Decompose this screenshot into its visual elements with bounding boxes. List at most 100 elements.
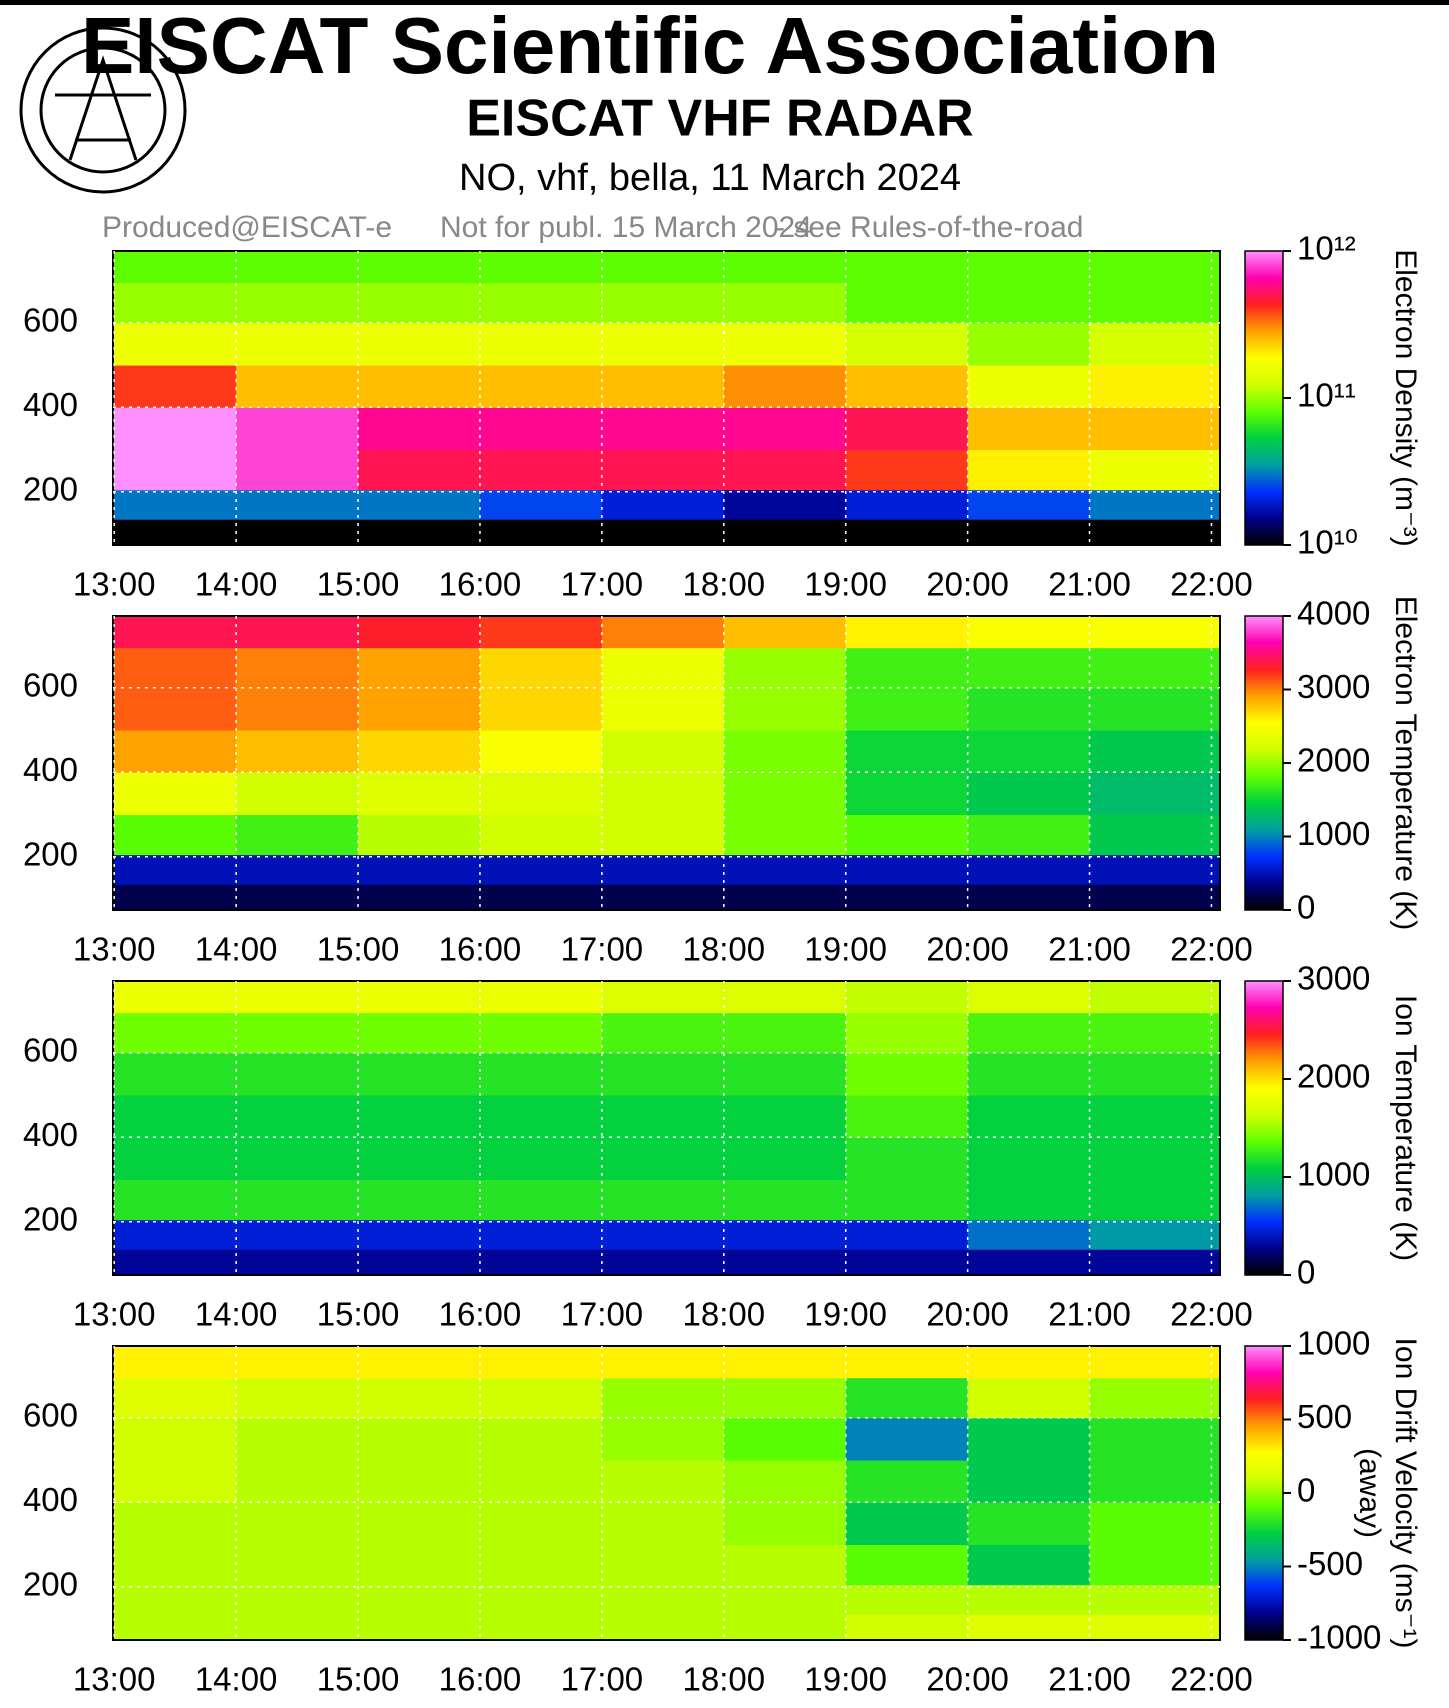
heatmap-cell	[723, 1179, 847, 1221]
heatmap-cell	[113, 1095, 237, 1138]
heatmap-cell	[1089, 251, 1221, 284]
heatmap-cell	[967, 282, 1091, 324]
heatmap-cell	[601, 365, 725, 408]
heatmap-cell	[967, 1417, 1091, 1461]
heatmap-cell	[358, 1219, 481, 1250]
x-tick-label: 13:00	[73, 1296, 156, 1333]
heatmap-cell	[236, 772, 359, 816]
y-tick-label: 600	[23, 1397, 78, 1434]
heatmap-cell	[845, 981, 969, 1014]
heatmap-cell	[236, 1460, 359, 1503]
heatmap-cell	[967, 884, 1091, 911]
heatmap-cell	[845, 407, 969, 451]
x-tick-label: 16:00	[439, 931, 522, 968]
y-tick-label: 200	[23, 1200, 78, 1237]
heatmap-cell	[845, 1460, 969, 1503]
heatmap-cell	[1089, 1614, 1221, 1641]
heatmap-cell	[723, 322, 847, 366]
heatmap-cell	[358, 1012, 481, 1054]
experiment: NO, vhf, bella, 11 March 2024	[459, 157, 961, 199]
x-tick-label: 15:00	[317, 1296, 400, 1333]
heatmap-cell	[967, 981, 1091, 1014]
x-tick-label: 18:00	[683, 566, 766, 603]
y-tick-label: 600	[23, 667, 78, 704]
heatmap-cell	[358, 322, 481, 366]
x-tick-label: 22:00	[1170, 566, 1253, 603]
heatmap-cell	[967, 730, 1091, 773]
x-tick-label: 19:00	[804, 566, 887, 603]
heatmap-cell	[1089, 1249, 1221, 1276]
heatmap-cell	[236, 1249, 359, 1276]
heatmap-cell	[1089, 884, 1221, 911]
heatmap-cell	[601, 322, 725, 366]
colorbar-tick-label: 0	[1297, 1254, 1315, 1291]
heatmap-cell	[601, 616, 725, 649]
x-tick-label: 13:00	[73, 931, 156, 968]
heatmap-cell	[358, 730, 481, 773]
heatmap-cell	[723, 854, 847, 885]
heatmap-cell	[601, 1614, 725, 1641]
heatmap-cell	[967, 1584, 1091, 1615]
heatmap-cell	[723, 1052, 847, 1096]
heatmap-cell	[967, 1614, 1091, 1641]
heatmap-cell	[236, 449, 359, 491]
heatmap-cell	[113, 1179, 237, 1221]
heatmap-cell	[479, 1179, 603, 1221]
heatmap-cell	[113, 1137, 237, 1181]
heatmap-cell	[1089, 730, 1221, 773]
heatmap-cell	[845, 1614, 969, 1641]
heatmap-cell	[601, 1012, 725, 1054]
heatmap-cell	[236, 1502, 359, 1546]
heatmap-cell	[236, 489, 359, 520]
heatmap-cell	[113, 1584, 237, 1615]
x-tick-label: 21:00	[1048, 931, 1131, 968]
heatmap-cell	[236, 1219, 359, 1250]
heatmap-cell	[601, 407, 725, 451]
heatmap-cell	[113, 365, 237, 408]
heatmap-cell	[723, 1614, 847, 1641]
heatmap-cell	[113, 1417, 237, 1461]
heatmap-cell	[236, 282, 359, 324]
heatmap-cell	[113, 1052, 237, 1096]
heatmap-cell	[479, 1460, 603, 1503]
heatmap-cell	[479, 407, 603, 451]
colorbar-title: Electron Density (m⁻³)	[1389, 249, 1422, 547]
heatmap-cell	[113, 730, 237, 773]
heatmap-cell	[601, 730, 725, 773]
heatmap-cell	[113, 407, 237, 451]
heatmap-cell	[967, 1249, 1091, 1276]
heatmap-cell	[479, 251, 603, 284]
heatmap-cell	[358, 647, 481, 689]
colorbar-tick-label: 4000	[1297, 595, 1370, 632]
heatmap-cell	[479, 1502, 603, 1546]
x-tick-label: 22:00	[1170, 1661, 1253, 1698]
heatmap-cell	[479, 1219, 603, 1250]
heatmap-cell	[358, 519, 481, 546]
heatmap-cell	[601, 854, 725, 885]
heatmap-cell	[845, 1417, 969, 1461]
colorbar	[1244, 615, 1284, 911]
colorbar-tick-label: 2000	[1297, 1058, 1370, 1095]
heatmap-cell	[723, 616, 847, 649]
heatmap-cell	[358, 1460, 481, 1503]
x-tick-label: 19:00	[804, 1296, 887, 1333]
heatmap-cell	[967, 1377, 1091, 1419]
heatmap-cell	[967, 814, 1091, 856]
heatmap-cell	[601, 1584, 725, 1615]
heatmap-cell	[236, 730, 359, 773]
heatmap-cell	[358, 1502, 481, 1546]
heatmap-cell	[967, 449, 1091, 491]
heatmap-cell	[113, 449, 237, 491]
heatmap-cell	[723, 687, 847, 731]
heatmap-cell	[1089, 1502, 1221, 1546]
heatmap-cell	[479, 489, 603, 520]
colorbar-tick-label: 10¹²	[1297, 230, 1356, 267]
heatmap-cell	[236, 647, 359, 689]
heatmap-cell	[358, 854, 481, 885]
heatmap-cell	[113, 1544, 237, 1586]
heatmap-cell	[601, 489, 725, 520]
heatmap-cell	[601, 687, 725, 731]
heatmap-cell	[845, 282, 969, 324]
heatmap-cell	[479, 1137, 603, 1181]
heatmap-cell	[236, 814, 359, 856]
